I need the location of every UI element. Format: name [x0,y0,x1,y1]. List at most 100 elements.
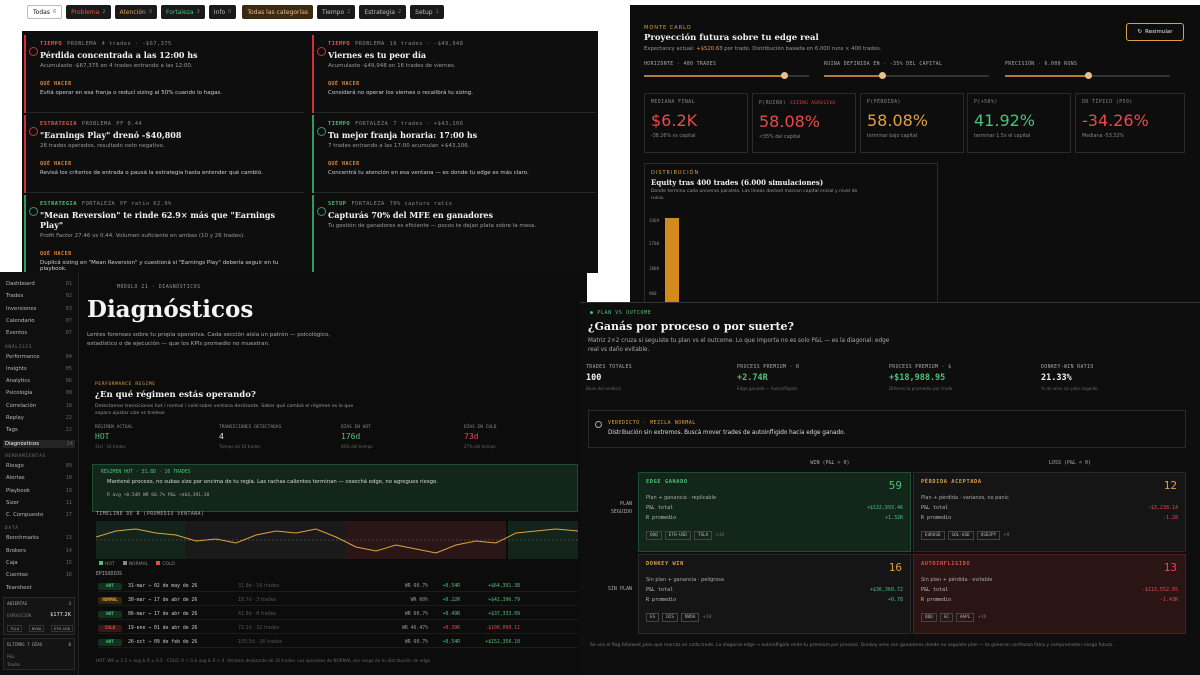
filter-chip[interactable]: Problema 2 [66,5,111,19]
legend-label: COLD [162,562,175,567]
insight-card[interactable]: ESTRATEGIA FORTALEZA PF ratio 62.9% "Mean R… [24,195,304,273]
filter-chip[interactable]: Todas las categorías [242,5,313,19]
insight-card[interactable]: TIEMPO PROBLEMA 4 trades · -$67,375 Pérdida… [24,35,304,113]
ticker-tag[interactable]: USDJPY [976,531,1001,540]
sidebar-item[interactable]: Calendario 07 [6,318,72,324]
sidebar-item[interactable]: Replay 22 [6,415,72,421]
ticker-tag[interactable]: NVDA [680,613,700,622]
episode-row[interactable]: HOT 26-oct → 09 de feb de 26 105.5d · 16 t… [98,637,578,648]
slider-knob[interactable] [781,72,789,79]
timeline-r-line [96,528,578,554]
sidebar-item[interactable]: Eventos 07 [6,330,72,336]
filter-chip[interactable]: Atención 0 [114,5,158,19]
range-slider[interactable] [1005,72,1170,79]
quadrant-title: PÉRDIDA ACEPTADA [921,479,982,485]
regime-banner: RÉGIMEN HOT · 31.8D · 16 TRADES Mantené … [92,464,578,512]
sidebar-item[interactable]: Tags 22 [6,427,72,433]
insight-tag: ESTRATEGIA [40,121,77,127]
episode-row[interactable]: HOT 06-mar → 17 de abr de 26 41.8d · 8 tra… [98,609,578,620]
sidebar-item[interactable]: Analytics 06 [6,378,72,384]
insight-kind: PROBLEMA [81,121,112,127]
sidebar-item[interactable]: Brokers 14 [6,548,72,554]
sidebar-item-number: 06 [65,378,72,385]
episode-row[interactable]: COLD 19-ene → 01 de abr de 26 72.1d · 32 t… [98,623,578,634]
sidebar-item[interactable]: Sizer 11 [6,500,72,506]
ticker-tag[interactable]: QQQ [921,613,937,622]
episode-row[interactable]: NORMAL 30-mar → 17 de abr de 26 18.7d · 3 … [98,595,578,606]
insight-meta: 7 trades · +$43,106 [393,121,464,127]
insight-card[interactable]: SETUP FORTALEZA 70% capture ratio Capturás … [312,195,596,273]
insight-card[interactable]: ESTRATEGIA PROBLEMA PF 0.44 "Earnings Play"… [24,115,304,193]
slider-knob[interactable] [1084,72,1092,79]
ticker-tag[interactable]: TSLA [693,531,713,540]
distribution-bar [665,218,679,302]
filter-chip[interactable]: Tiempo 2 [317,5,356,19]
insight-card[interactable]: TIEMPO FORTALEZA 7 trades · +$43,106 Tu mej… [312,115,596,193]
verdict-head: VEREDICTO · MEZCLA NORMAL [608,420,696,426]
sidebar-item[interactable]: Inversiones 03 [6,306,72,312]
sidebar-item[interactable]: Correlación 18 [6,403,72,409]
sidebar-item[interactable]: Alertas 10 [6,475,72,481]
sidebar-item-label: Benchmarks [6,535,39,542]
sidebar-item[interactable]: Riesgo 09 [6,463,72,469]
sidebar-item[interactable]: Caja 15 [6,560,72,566]
sidebar-item[interactable]: Psicología 08 [6,390,72,396]
outcome-quadrant[interactable]: PÉRDIDA ACEPTADA 12 Plan + pérdida · varia… [913,472,1186,552]
ticker-tag[interactable]: ES [646,613,660,622]
open-ticker-tag[interactable]: NVDA [29,625,45,632]
sidebar-item[interactable]: Playbook 19 [6,488,72,494]
sidebar-item[interactable]: Trades 02 [6,293,72,299]
filter-chip[interactable]: Estrategia 2 [359,5,407,19]
sidebar-item[interactable]: Dashboard 01 [6,281,72,287]
mc-stat-key: P(+50%) [974,100,998,105]
episode-row[interactable]: HOT 31-mar → 02 de may de 26 31.8d · 16 tr… [98,581,578,592]
mc-stat-key: P(RUINA) [759,101,787,106]
outcome-quadrant[interactable]: DONKEY WIN 16 Sin plan + ganancia · peligr… [638,554,911,634]
sidebar-item-number: 01 [65,281,72,287]
row-plan-label: PLAN SEGUIDO [610,501,632,515]
sidebar-item[interactable]: Tearsheet [6,585,72,591]
sidebar-item[interactable]: Cuentas 16 [6,572,72,578]
sidebar-item[interactable]: Benchmarks 13 [6,535,72,541]
quadrant-r-value: -1.43R [1159,597,1178,603]
episode-r: +0.54R [442,639,460,645]
open-ticker-tag[interactable]: TSLA [7,625,23,632]
insight-kind: FORTALEZA [81,201,116,207]
insight-meta: 16 trades · -$49,948 [389,41,464,47]
slider-knob[interactable] [878,72,886,79]
sidebar-item[interactable]: C. Compuesto 17 [6,512,72,518]
open-ticker-tag[interactable]: ETH-USD [51,625,74,632]
sidebar-item[interactable]: Performance 04 [6,354,72,360]
insight-kind: PROBLEMA [67,41,97,47]
insight-card[interactable]: TIEMPO PROBLEMA 16 trades · -$49,948 Vierne… [312,35,596,113]
ticker-tag[interactable]: GC [939,613,953,622]
diag-desc: Lentes forenses sobre tu propia operativ… [87,332,331,347]
sidebar-item[interactable]: Diagnósticos 24 [3,439,75,448]
filter-chip[interactable]: Todas 6 [27,5,63,19]
sidebar-item[interactable]: Insights 05 [6,366,72,372]
ticker-tag[interactable]: SOL-USD [947,531,974,540]
insight-action-text: Duplicá sizing en "Mean Reversion" y cue… [40,260,279,272]
quadrant-r-row: R promedio -1.43R [921,597,1178,603]
insight-action-text: Concentrá tu atención en esa ventana — e… [328,170,529,176]
filter-chip[interactable]: Fortaleza 3 [161,5,205,19]
outcome-quadrant[interactable]: AUTOINFLIGIDO 13 Sin plan + pérdida · evit… [913,554,1186,634]
ticker-tag[interactable]: ETH-USD [664,531,691,540]
page-title: Diagnósticos [87,296,254,323]
filter-chip[interactable]: Info 0 [208,5,237,19]
range-slider[interactable] [824,72,989,79]
sidebar-item-label: Replay [6,415,24,421]
mc-stat-note: Mediana -53.32% [1082,134,1124,139]
pvo-kicker: ● PLAN VS OUTCOME [590,310,652,316]
ticker-tag[interactable]: DIS [662,613,678,622]
filter-chip[interactable]: Setup 1 [410,5,444,19]
alert-icon [29,47,38,56]
outcome-quadrant[interactable]: EDGE GANADO 59 Plan + ganancia · replicabl… [638,472,911,552]
resimular-button[interactable]: ↻ Resimular [1126,23,1184,41]
sidebar-item-label: Insights [6,365,27,372]
ticker-tag[interactable]: AAPL [955,613,975,622]
ticker-tag[interactable]: EURUSD [921,531,945,540]
range-slider[interactable] [644,72,809,79]
ticker-tag[interactable]: QQQ [646,531,662,540]
sidebar-item-label: Performance [6,353,40,360]
